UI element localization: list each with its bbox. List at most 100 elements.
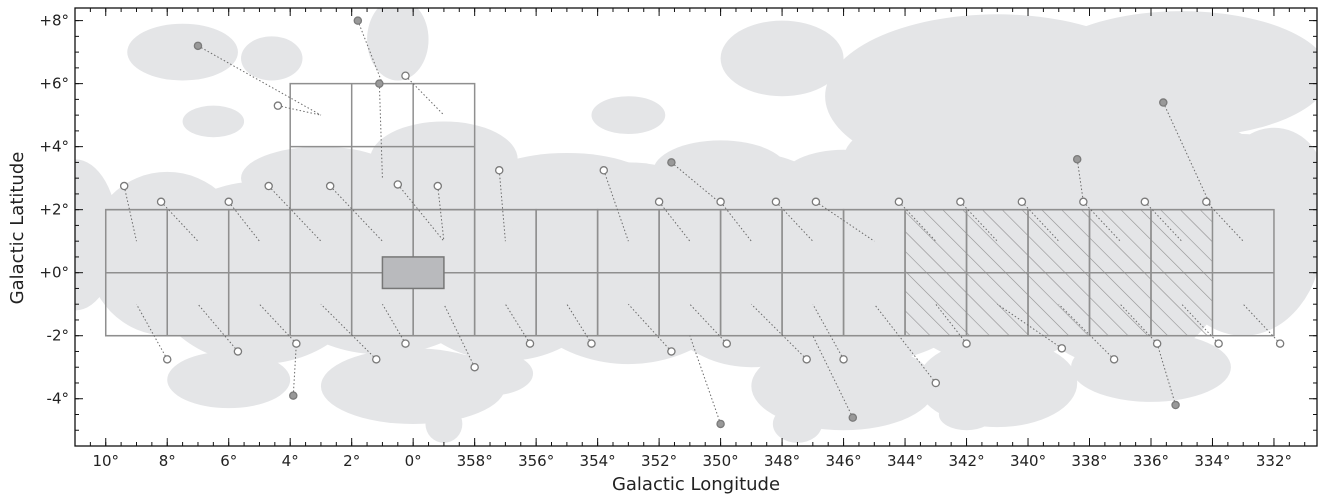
open-marker <box>156 197 166 207</box>
marker-connector <box>197 45 322 116</box>
open-marker <box>1202 197 1211 207</box>
x-tick-label: 354° <box>580 452 616 470</box>
marker-connector <box>1242 303 1281 344</box>
open-marker <box>1079 197 1088 207</box>
emission-blob <box>591 96 666 135</box>
filled-marker <box>375 79 384 88</box>
marker-connector <box>1021 201 1060 242</box>
emission-blob <box>167 351 291 409</box>
marker-connector <box>935 303 967 344</box>
marker-connector <box>1205 201 1244 242</box>
marker-connector <box>812 335 854 418</box>
x-tick-label: 4° <box>282 452 299 470</box>
open-marker <box>525 339 535 348</box>
emission-blob <box>241 36 303 81</box>
marker-connector <box>658 201 691 242</box>
marker-connector <box>960 201 998 242</box>
x-tick-label: 344° <box>887 452 923 470</box>
open-marker <box>931 378 941 388</box>
y-tick-label: +6° <box>39 75 69 93</box>
marker-connector <box>1162 102 1213 210</box>
open-marker <box>722 339 731 348</box>
emission-blob <box>367 8 429 81</box>
x-tick-label: 340° <box>1010 452 1046 470</box>
y-tick-label: +0° <box>39 264 69 282</box>
filled-marker <box>289 391 298 400</box>
marker-connector <box>381 303 406 344</box>
marker-connector <box>498 170 506 242</box>
open-marker <box>393 180 403 189</box>
open-marker <box>1109 355 1119 364</box>
marker-connector <box>357 20 383 84</box>
filled-marker <box>848 413 858 422</box>
open-marker <box>162 355 172 364</box>
marker-connector <box>443 303 476 368</box>
open-marker <box>716 197 725 207</box>
marker-connector <box>566 303 592 344</box>
x-tick-label: 338° <box>1071 452 1107 470</box>
open-marker <box>264 181 273 191</box>
tile-strip-outline <box>104 208 1275 337</box>
marker-connector <box>689 335 722 425</box>
marker-connector <box>1082 201 1121 242</box>
plot-frame <box>74 7 1318 447</box>
y-tick-label: +4° <box>39 138 69 156</box>
central-box <box>381 256 445 290</box>
marker-connector <box>378 83 383 179</box>
x-tick-label: 8° <box>159 452 176 470</box>
emission-blob <box>127 23 238 81</box>
x-tick-label: 346° <box>825 452 861 470</box>
open-marker <box>292 339 301 348</box>
marker-connector <box>504 303 531 344</box>
emission-blob <box>1040 115 1262 204</box>
emission-blob <box>446 351 534 396</box>
x-tick-label: 2° <box>343 452 360 470</box>
source-markers <box>119 16 1285 429</box>
open-marker <box>811 197 821 207</box>
marker-connector <box>329 185 383 242</box>
emission-blob <box>370 121 518 198</box>
marker-connector <box>160 201 199 242</box>
x-tick-label: 6° <box>220 452 237 470</box>
emission-blob <box>1224 127 1317 229</box>
open-marker <box>470 362 479 372</box>
emission-blob <box>652 140 789 204</box>
y-tick-label: +2° <box>39 201 69 219</box>
open-marker <box>224 197 233 207</box>
marker-connector <box>259 303 297 344</box>
open-marker <box>401 339 410 348</box>
emission-blob <box>772 405 823 443</box>
x-axis-title: Galactic Longitude <box>612 474 780 495</box>
marker-connector <box>689 303 728 344</box>
marker-connector <box>405 75 445 116</box>
open-marker <box>1214 339 1223 348</box>
x-tick-label: 0° <box>405 452 422 470</box>
open-marker <box>372 355 381 364</box>
x-tick-label: 332° <box>1256 452 1292 470</box>
marker-connector <box>1144 201 1183 242</box>
marker-connector <box>397 184 445 242</box>
x-tick-label: 342° <box>948 452 984 470</box>
open-marker <box>1140 197 1150 207</box>
marker-connector <box>720 201 752 242</box>
marker-connector <box>197 303 239 352</box>
plot-axes: 10° 8° 6° 4° 2° 0° 358° 356° 354° 352° 350° 348° 346… <box>39 7 1318 470</box>
x-tick-label: 358° <box>457 452 493 470</box>
filled-marker <box>353 16 363 25</box>
open-marker <box>401 71 410 80</box>
emission-blob <box>182 105 245 138</box>
open-marker <box>1275 339 1285 348</box>
y-tick-label: +8° <box>39 12 69 30</box>
survey-tiles <box>104 82 1275 337</box>
y-tick-label: -4° <box>47 390 69 408</box>
open-marker <box>962 339 971 348</box>
marker-connector <box>268 185 322 242</box>
marker-connector <box>1119 303 1158 344</box>
emission-blob <box>843 115 1029 204</box>
filled-marker <box>667 158 676 167</box>
emission-blob <box>241 146 401 210</box>
filled-marker <box>1159 98 1168 107</box>
open-marker <box>273 101 283 110</box>
emission-blob <box>1071 332 1231 402</box>
